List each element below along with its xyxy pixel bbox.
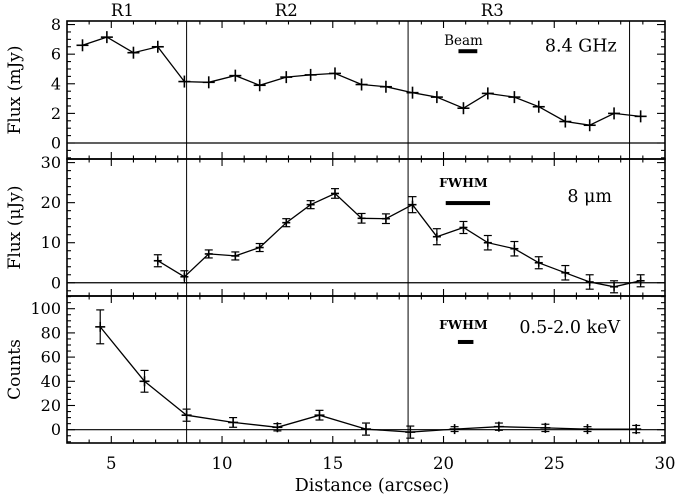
y-tick-label: 20 (41, 396, 61, 415)
x-tick-label: 5 (106, 454, 117, 473)
y-tick-label: 4 (51, 74, 61, 93)
beam-size-label: FWHM (439, 317, 488, 332)
region-label-r1: R1 (111, 1, 134, 20)
y-tick-label: 10 (41, 233, 61, 252)
x-tick-label: 20 (433, 454, 454, 473)
y-tick-label: 2 (51, 104, 61, 123)
panel-xray: 0 20 40 60 80 100 Counts FWHM 0.5-2.0 keV (5, 295, 666, 444)
panel-radio: 0 2 4 6 8 Flux (mJy) Beam 8.4 GHz (5, 15, 666, 160)
y-tick-label: 20 (41, 193, 61, 212)
band-label: 0.5-2.0 keV (519, 318, 620, 338)
y-tick-label: 0 (51, 273, 61, 292)
beam-size-bar (458, 49, 478, 54)
y-axis-label: Flux (μJy) (5, 186, 25, 270)
x-tick-label: 30 (655, 454, 676, 473)
y-tick-label: 40 (41, 372, 61, 391)
y-tick-label: 8 (51, 15, 61, 34)
y-tick-label: 100 (30, 299, 61, 318)
band-label: 8 μm (567, 187, 612, 207)
y-tick-label: 0 (51, 134, 61, 153)
profile-line (157, 192, 641, 288)
beam-size-bar (445, 201, 491, 206)
y-axis-label: Counts (5, 339, 25, 400)
y-tick-label: 30 (41, 153, 61, 172)
region-label-r3: R3 (481, 1, 504, 20)
y-tick-label: 80 (41, 323, 61, 342)
region-label-r2: R2 (275, 1, 298, 20)
x-tick-label: 15 (322, 454, 343, 473)
band-label: 8.4 GHz (545, 36, 617, 56)
x-tick-label: 10 (212, 454, 233, 473)
y-axis-label: Flux (mJy) (5, 46, 25, 135)
y-tick-label: 6 (51, 45, 61, 64)
beam-size-label: Beam (444, 33, 483, 49)
beam-size-label: FWHM (439, 175, 488, 190)
x-tick-label: 25 (544, 454, 565, 473)
y-tick-label: 0 (51, 420, 61, 439)
beam-size-bar (457, 339, 474, 344)
panel-infrared: 0 10 20 30 Flux (μJy) FWHM 8 μm (5, 153, 666, 297)
x-axis-label: Distance (arcsec) (295, 476, 449, 496)
y-tick-label: 60 (41, 348, 61, 367)
